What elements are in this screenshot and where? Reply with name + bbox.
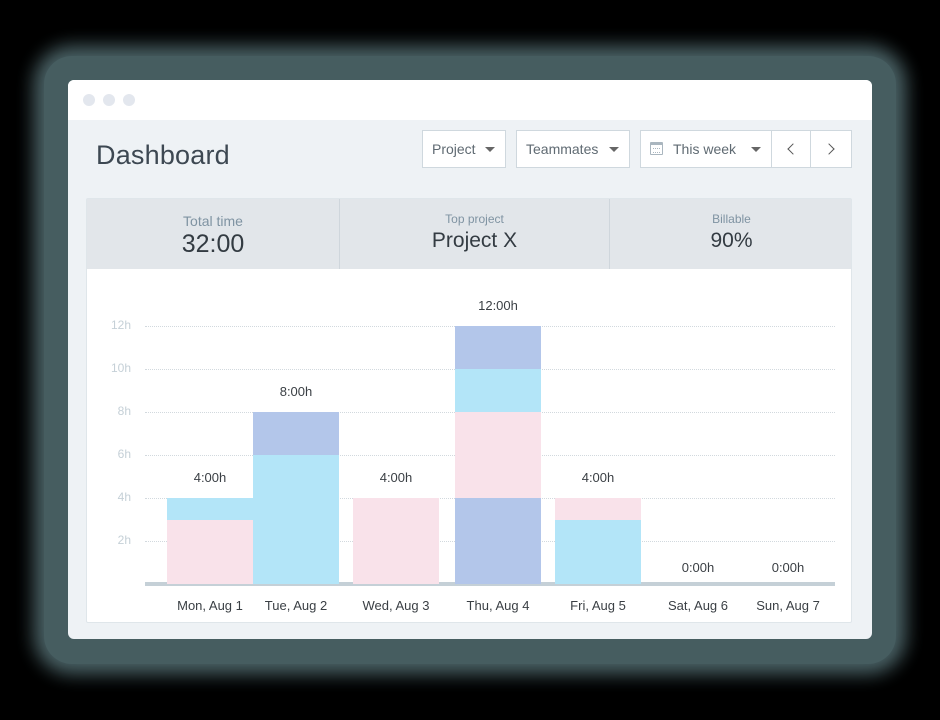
x-axis-day-label: Mon, Aug 1 bbox=[177, 598, 243, 613]
chevron-right-icon bbox=[823, 143, 835, 155]
chevron-left-icon bbox=[787, 143, 799, 155]
bar-total-label: 8:00h bbox=[279, 384, 313, 399]
bar-mon-aug-1[interactable] bbox=[167, 498, 253, 584]
y-axis-tick-label: 8h bbox=[117, 404, 131, 418]
bar-segment[interactable] bbox=[253, 455, 339, 584]
bar-total-label: 4:00h bbox=[581, 470, 615, 485]
bar-wed-aug-3[interactable] bbox=[353, 498, 439, 584]
stat-top-project: Top project Project X bbox=[340, 199, 610, 269]
x-axis-day-label: Sun, Aug 7 bbox=[756, 598, 820, 613]
bar-total-label: 0:00h bbox=[681, 560, 715, 575]
stat-value: Project X bbox=[431, 229, 518, 252]
bar-total-label: 0:00h bbox=[771, 560, 805, 575]
caret-down-icon bbox=[485, 147, 495, 152]
stat-label: Total time bbox=[183, 213, 243, 229]
window-dot-minimize[interactable] bbox=[103, 94, 115, 106]
window-dot-maximize[interactable] bbox=[123, 94, 135, 106]
x-axis-baseline bbox=[145, 582, 835, 586]
y-axis-tick-label: 12h bbox=[110, 318, 131, 332]
stat-value: 90% bbox=[710, 229, 753, 252]
bar-segment[interactable] bbox=[455, 326, 541, 369]
x-axis-day-label: Thu, Aug 4 bbox=[466, 598, 530, 613]
bar-total-label: 12:00h bbox=[478, 298, 518, 313]
page-title: Dashboard bbox=[96, 140, 230, 170]
x-axis-day-label: Tue, Aug 2 bbox=[264, 598, 328, 613]
title-bar bbox=[68, 80, 872, 120]
app-window: Dashboard Project Teammates This week To… bbox=[68, 80, 872, 639]
stat-billable: Billable 90% bbox=[610, 199, 853, 269]
bar-segment[interactable] bbox=[555, 519, 641, 584]
stat-value: 32:00 bbox=[181, 230, 245, 258]
daily-hours-chart: 2h 4h 6h 8h 10h 12h 4:00h Mon, Aug 1 8:00h Tue, A… bbox=[87, 199, 851, 622]
previous-week-button[interactable] bbox=[771, 130, 811, 168]
bar-segment[interactable] bbox=[555, 498, 641, 520]
bar-total-label: 4:00h bbox=[379, 470, 413, 485]
bar-segment[interactable] bbox=[455, 369, 541, 412]
y-axis-tick-label: 10h bbox=[110, 361, 131, 375]
bar-segment[interactable] bbox=[455, 412, 541, 498]
stat-total-time: Total time 32:00 bbox=[87, 199, 340, 269]
x-axis-day-label: Wed, Aug 3 bbox=[362, 598, 430, 613]
bar-segment[interactable] bbox=[167, 519, 253, 584]
caret-down-icon bbox=[751, 147, 761, 152]
x-axis-day-label: Fri, Aug 5 bbox=[570, 598, 626, 613]
dashboard-card: Total time 32:00 Top project Project X B… bbox=[86, 198, 852, 623]
project-filter-dropdown[interactable]: Project bbox=[422, 130, 506, 168]
y-axis-tick-label: 6h bbox=[117, 447, 131, 461]
teammates-filter-dropdown[interactable]: Teammates bbox=[516, 130, 630, 168]
bar-segment[interactable] bbox=[167, 498, 253, 520]
bar-segment[interactable] bbox=[455, 498, 541, 584]
summary-stats: Total time 32:00 Top project Project X B… bbox=[87, 199, 851, 269]
date-range-dropdown[interactable]: This week bbox=[640, 130, 772, 168]
teammates-filter-label: Teammates bbox=[526, 141, 599, 157]
project-filter-label: Project bbox=[432, 141, 476, 157]
bar-segment[interactable] bbox=[353, 498, 439, 584]
bar-segment[interactable] bbox=[253, 412, 339, 455]
bar-total-label: 4:00h bbox=[193, 470, 227, 485]
date-range-label: This week bbox=[673, 141, 737, 157]
stat-label: Top project bbox=[445, 212, 504, 226]
bar-tue-aug-2[interactable] bbox=[253, 412, 339, 584]
calendar-icon bbox=[650, 142, 663, 155]
window-dot-close[interactable] bbox=[83, 94, 95, 106]
next-week-button[interactable] bbox=[810, 130, 852, 168]
bar-fri-aug-5[interactable] bbox=[555, 498, 641, 584]
bar-thu-aug-4[interactable] bbox=[455, 326, 541, 584]
y-axis-tick-label: 4h bbox=[117, 490, 131, 504]
caret-down-icon bbox=[609, 147, 619, 152]
stat-label: Billable bbox=[712, 212, 751, 226]
x-axis-day-label: Sat, Aug 6 bbox=[668, 598, 728, 613]
y-axis-tick-label: 2h bbox=[117, 533, 131, 547]
